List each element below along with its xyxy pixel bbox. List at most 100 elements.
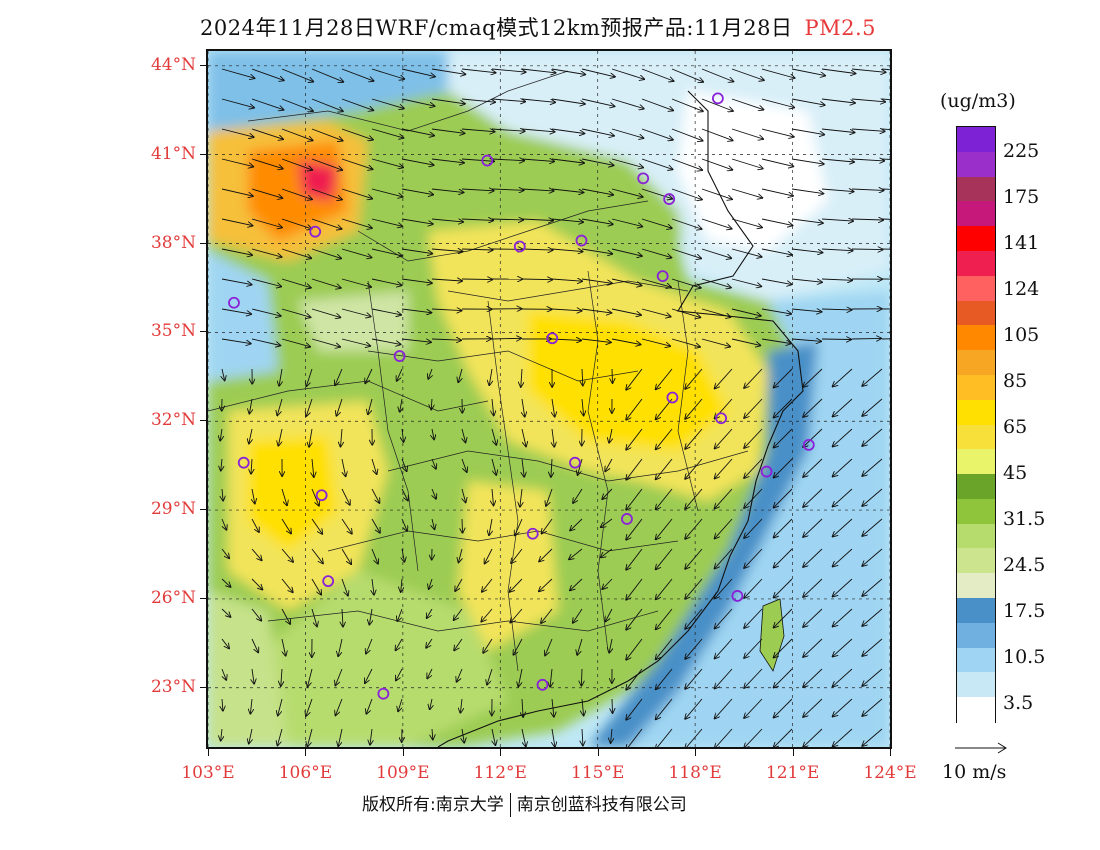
wind-arrow xyxy=(551,98,585,104)
city-marker xyxy=(663,193,676,205)
legend-label: 175 xyxy=(1003,186,1040,208)
wind-arrow xyxy=(671,188,702,200)
legend-color-segment xyxy=(957,697,995,723)
city-marker xyxy=(711,92,724,105)
wind-arrow xyxy=(701,128,733,140)
city-marker xyxy=(637,172,650,185)
latitude-label: 38°N xyxy=(140,233,208,253)
wind-arrow xyxy=(222,368,225,380)
wind-arrow xyxy=(581,158,614,165)
wind-arrow xyxy=(281,68,313,82)
wind-arrow xyxy=(221,278,252,285)
wind-arrow xyxy=(685,398,703,419)
wind-arrow xyxy=(626,458,643,480)
wind-arrow xyxy=(573,488,583,503)
wind-arrow xyxy=(656,698,673,719)
wind-arrow xyxy=(626,488,643,510)
wind-arrow xyxy=(641,98,673,110)
wind-arrow xyxy=(715,458,733,478)
copyright: 版权所有:南京大学 南京创蓝科技有限公司 xyxy=(362,790,687,817)
wind-arrow xyxy=(791,68,825,76)
wind-arrow xyxy=(221,308,251,314)
wind-arrow xyxy=(581,308,611,313)
wind-arrow xyxy=(461,189,494,191)
wind-arrow xyxy=(821,279,852,280)
wind-arrow xyxy=(821,189,854,192)
wind-arrow xyxy=(641,188,672,199)
wind-arrow xyxy=(626,428,643,450)
wind-arrow xyxy=(626,548,643,570)
wind-arrow xyxy=(821,128,855,133)
wind-arrow xyxy=(251,188,282,198)
wind-arrow xyxy=(462,518,463,533)
wind-arrow xyxy=(611,248,642,256)
wind-arrow xyxy=(578,458,583,475)
wind-arrow xyxy=(461,159,494,161)
wind-arrow xyxy=(371,308,401,315)
wind-arrow xyxy=(573,608,583,623)
wind-arrow xyxy=(341,458,346,476)
wind-arrow xyxy=(862,668,883,686)
city-marker xyxy=(237,456,250,469)
wind-arrow xyxy=(833,488,853,506)
wind-arrow xyxy=(551,128,584,134)
wind-arrow xyxy=(401,98,434,106)
wind-arrow xyxy=(431,309,462,311)
wind-arrow xyxy=(791,248,822,253)
wind-arrow xyxy=(731,308,761,316)
wind-arrow xyxy=(431,249,463,252)
wind-arrow xyxy=(685,488,703,509)
wind-arrow xyxy=(701,338,730,347)
wind-arrow xyxy=(715,728,733,747)
legend-color-segment xyxy=(957,622,995,649)
wind-arrow xyxy=(656,458,673,479)
wind-arrow xyxy=(833,668,853,686)
legend-color-segment xyxy=(957,598,995,624)
wind-arrow xyxy=(401,308,431,313)
wind-arrow xyxy=(833,698,853,716)
coastline xyxy=(437,90,804,747)
wind-arrow xyxy=(581,128,614,136)
wind-arrow xyxy=(221,458,222,471)
wind-arrow xyxy=(821,219,853,221)
wind-arrow xyxy=(431,128,464,133)
wind-arrow xyxy=(641,338,670,346)
city-marker xyxy=(569,456,581,469)
wind-arrow xyxy=(744,698,763,718)
wind-arrow xyxy=(611,188,643,197)
wind-arrow xyxy=(611,308,641,315)
wind-arrow xyxy=(311,578,321,595)
wind-arrow xyxy=(611,98,644,109)
wind-arrow xyxy=(641,218,672,228)
wind-arrow xyxy=(337,398,343,416)
wind-arrow xyxy=(431,339,461,340)
wind-arrow xyxy=(521,368,522,387)
wind-arrow xyxy=(851,159,884,161)
wind-arrow xyxy=(606,608,613,621)
title-variable: PM2.5 xyxy=(804,16,876,40)
wind-arrow xyxy=(761,98,794,108)
wind-arrow xyxy=(396,638,403,650)
city-marker xyxy=(575,234,588,247)
wind-arrow xyxy=(881,248,890,250)
legend-color-segment xyxy=(957,523,995,550)
wind-arrow xyxy=(774,668,793,687)
wind-arrow xyxy=(833,518,853,536)
wind-arrow xyxy=(281,638,286,656)
wind-arrow xyxy=(341,428,343,447)
wind-arrow xyxy=(656,578,673,599)
wind-arrow xyxy=(341,158,373,169)
wind-arrow xyxy=(851,99,885,102)
wind-arrow xyxy=(401,278,432,283)
wind-arrow xyxy=(462,428,466,442)
wind-arrow xyxy=(851,68,886,72)
legend-color-segment xyxy=(957,498,995,525)
wind-arrow xyxy=(744,488,763,508)
longitude-label: 124°E xyxy=(863,763,917,783)
wind-arrow xyxy=(402,428,404,442)
wind-arrow xyxy=(251,158,283,169)
wind-arrow xyxy=(791,218,823,223)
wind-arrow xyxy=(821,68,855,74)
city-marker xyxy=(715,412,728,425)
wind-arrow xyxy=(277,398,283,415)
